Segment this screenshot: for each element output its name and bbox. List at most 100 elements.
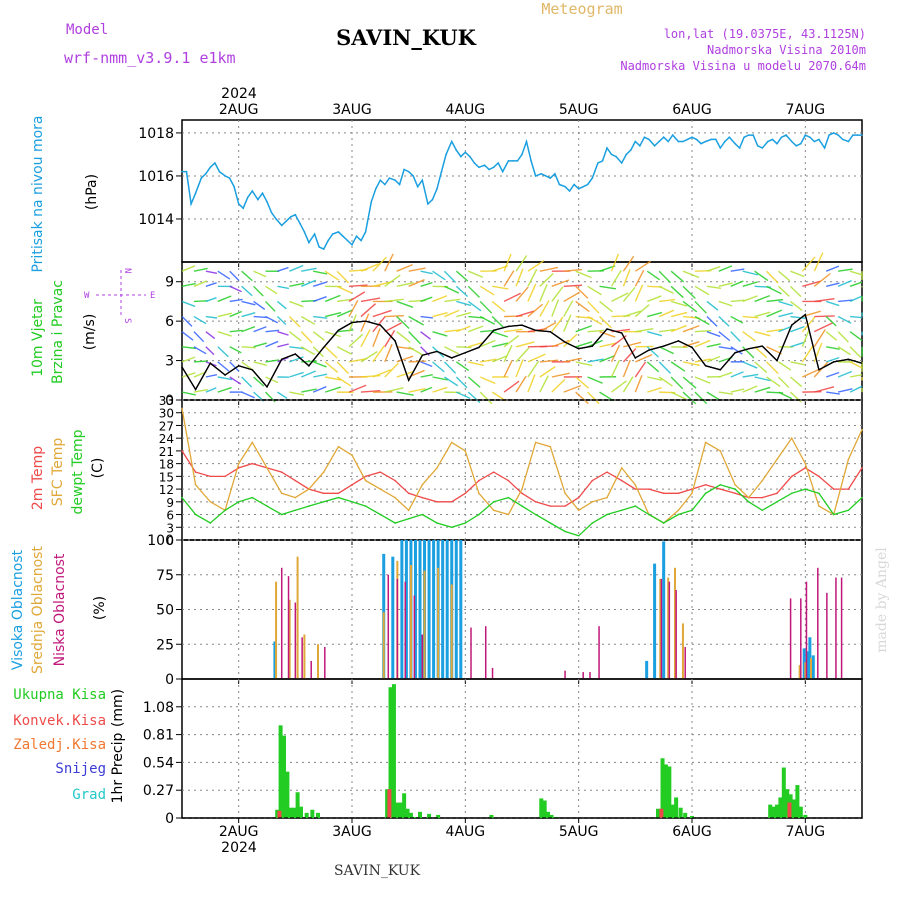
cloud-bar: [470, 627, 472, 679]
pressure-point: [785, 134, 787, 136]
pressure-point: [294, 213, 297, 216]
wind-arrow: [205, 387, 217, 393]
pressure-point: [440, 170, 443, 173]
temp-point: [394, 522, 396, 524]
pressure-point: [275, 218, 277, 220]
temp-point: [308, 505, 310, 507]
wind-arrow: [241, 376, 253, 388]
wind-arrow: [384, 315, 404, 318]
wind-arrow: [491, 300, 506, 313]
temp-frame: [181, 399, 863, 541]
wind-arrow: [790, 361, 806, 366]
precip-bar: [427, 813, 432, 818]
temp-ytick-label: 12: [159, 483, 174, 497]
wind-arrow: [801, 316, 816, 333]
wind-ylabel: 10m Vjetar: [30, 299, 46, 377]
wind-arrow: [730, 331, 741, 342]
temp-point: [847, 458, 850, 461]
temp-point: [436, 467, 438, 469]
wind-arrow: [408, 360, 426, 363]
pressure-point: [290, 216, 292, 218]
wind-arrow: [837, 346, 851, 356]
pressure-point: [379, 179, 382, 182]
wind-arrow: [348, 333, 364, 348]
temp-point: [620, 467, 623, 469]
cloud-bar: [273, 641, 277, 679]
wind-arrow: [468, 341, 484, 348]
wind-arrow: [515, 375, 527, 393]
wind-arrow: [718, 391, 733, 395]
pressure-point: [224, 175, 226, 177]
wind-arrow: [706, 285, 722, 289]
wind-arrow: [420, 296, 433, 303]
temp-point: [634, 484, 637, 486]
wind-arrow: [813, 252, 824, 272]
cloud-bar: [491, 667, 494, 679]
wind-arrow: [718, 371, 733, 378]
temp-point: [577, 496, 580, 499]
wind-arrow: [646, 346, 659, 358]
wind-arrow: [611, 292, 629, 303]
pressure-point: [403, 168, 405, 171]
temp-point: [507, 479, 510, 482]
precip-panel: 0 0.27 0.54 0.81 1.08: [143, 678, 863, 827]
temp-point: [704, 484, 707, 486]
wind-arrow: [706, 265, 721, 272]
wind-arrow: [575, 325, 592, 333]
precip-bar: [678, 807, 683, 818]
wind-arrow: [849, 346, 862, 358]
wind-arrow: [443, 270, 457, 284]
pressure-point: [686, 138, 689, 141]
precip-bar: [670, 804, 675, 818]
wind-arrow: [515, 310, 535, 318]
wind-arrow: [217, 376, 233, 381]
wind-arrow: [694, 391, 708, 405]
wind-arrow: [801, 328, 811, 348]
wind-arrow: [515, 341, 535, 348]
wind-arrow: [289, 300, 304, 308]
top-date-tick-label: 3AUG: [332, 102, 372, 118]
pressure-point: [813, 140, 816, 143]
wind-arrow: [849, 295, 863, 303]
temp-point: [266, 505, 268, 507]
wind-arrow: [825, 265, 840, 272]
cloud-bar: [275, 581, 278, 679]
pressure-point: [620, 162, 623, 164]
wind-arrow: [635, 354, 653, 363]
pressure-ytick-label: 1014: [138, 212, 174, 228]
temp-point: [181, 496, 183, 499]
wind-arrow: [694, 285, 710, 296]
temp-point: [704, 441, 707, 444]
pressure-point: [615, 155, 617, 158]
wind-arrow: [837, 388, 853, 393]
cloud-bar: [798, 665, 801, 679]
wind-arrow: [730, 299, 745, 303]
wind-arrow: [718, 331, 731, 342]
wind-arrow: [766, 298, 784, 303]
wind-arrow: [575, 270, 592, 279]
wind-arrow: [181, 265, 196, 272]
wind-arrow: [611, 380, 627, 393]
temp-point: [677, 509, 680, 512]
wind-arrow: [313, 281, 327, 287]
temp-point: [564, 505, 566, 507]
wind-arrow: [408, 315, 424, 326]
pressure-point: [460, 155, 462, 158]
wind-arrow: [193, 331, 205, 343]
wind-arrow: [432, 270, 446, 281]
temp-point: [251, 441, 254, 444]
temp-point: [847, 509, 850, 512]
wind-arrow: [778, 312, 794, 318]
wind-arrow: [301, 267, 317, 272]
wind-arrow: [790, 270, 805, 278]
wind-arrow: [324, 294, 341, 303]
pressure-point: [852, 134, 854, 136]
wind-arrow: [253, 270, 267, 278]
precip-bar: [775, 804, 779, 818]
pressure-point: [534, 175, 537, 177]
wind-arrow: [193, 280, 208, 287]
wind-arrow: [587, 391, 600, 405]
cloud-bar: [840, 577, 843, 679]
temp-point: [436, 501, 438, 503]
wind-arrow: [312, 331, 325, 341]
